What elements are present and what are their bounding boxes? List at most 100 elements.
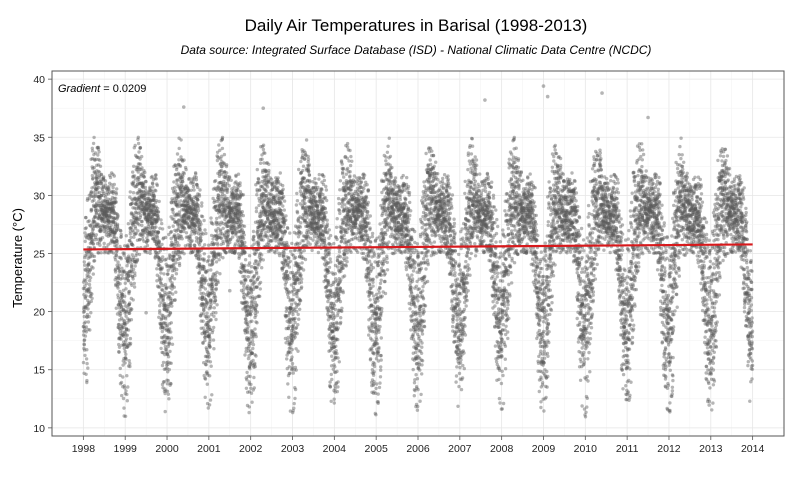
data-point <box>169 321 173 325</box>
data-point <box>85 288 89 292</box>
data-point <box>198 188 202 192</box>
data-point <box>86 287 91 291</box>
data-point <box>82 293 86 297</box>
data-point <box>131 267 136 272</box>
data-point <box>114 253 118 257</box>
data-point <box>93 204 98 208</box>
data-point <box>160 221 164 226</box>
data-point <box>209 216 213 220</box>
data-point <box>323 238 327 243</box>
data-point <box>96 169 101 174</box>
data-point <box>345 260 349 264</box>
data-point <box>194 172 198 176</box>
data-point <box>97 216 102 221</box>
data-point <box>336 196 341 201</box>
data-point <box>126 222 131 226</box>
data-point <box>137 177 141 181</box>
data-point <box>91 233 96 238</box>
data-point <box>91 231 95 236</box>
data-point <box>227 184 231 188</box>
data-point <box>96 194 101 199</box>
data-point <box>328 385 333 389</box>
data-point <box>91 219 96 223</box>
data-point <box>124 287 128 291</box>
data-point <box>289 302 294 306</box>
data-point <box>204 363 208 367</box>
data-point <box>254 209 259 214</box>
data-point <box>124 352 128 356</box>
data-point <box>98 196 102 200</box>
data-point <box>179 155 183 159</box>
data-point <box>217 143 221 147</box>
data-point <box>290 365 295 369</box>
data-point <box>258 280 263 285</box>
data-point <box>130 307 134 311</box>
data-point <box>143 185 148 190</box>
data-point <box>148 251 152 256</box>
data-point <box>136 135 140 139</box>
data-point <box>295 331 299 336</box>
data-point <box>136 229 140 233</box>
data-point <box>308 242 312 246</box>
data-point <box>99 228 103 232</box>
data-point <box>181 180 185 184</box>
data-point <box>99 182 103 186</box>
data-point <box>98 229 102 233</box>
data-points <box>81 84 755 419</box>
data-point <box>102 175 106 179</box>
data-point <box>97 170 102 174</box>
data-point <box>286 226 290 231</box>
data-point <box>344 264 348 268</box>
data-point <box>122 251 126 255</box>
data-point <box>284 270 289 274</box>
data-point <box>213 298 218 302</box>
data-point <box>89 235 94 239</box>
data-point <box>99 216 104 221</box>
data-point <box>99 251 103 255</box>
data-point <box>299 159 303 164</box>
data-point <box>182 171 186 176</box>
data-point <box>255 193 259 197</box>
data-point <box>364 206 368 211</box>
data-point <box>83 326 87 330</box>
data-point <box>324 188 329 192</box>
data-point <box>92 259 96 263</box>
data-point <box>339 230 344 235</box>
data-point <box>130 201 134 206</box>
data-point <box>86 302 90 307</box>
data-point <box>284 218 288 222</box>
data-point <box>95 177 99 181</box>
data-point <box>345 251 349 255</box>
data-point <box>290 347 294 352</box>
data-point <box>206 269 210 273</box>
data-point <box>345 230 349 235</box>
data-point <box>96 215 100 220</box>
data-point <box>345 145 350 149</box>
data-point <box>100 187 105 192</box>
data-point <box>120 266 124 270</box>
data-point <box>168 349 172 354</box>
data-point <box>97 185 101 190</box>
data-point <box>301 268 306 272</box>
data-point <box>91 166 95 171</box>
data-point <box>138 146 143 150</box>
data-point <box>159 271 163 275</box>
data-point <box>335 369 339 374</box>
data-point <box>252 238 256 242</box>
data-point <box>260 157 264 161</box>
data-point <box>83 254 88 258</box>
data-point <box>81 280 86 284</box>
data-point <box>257 263 261 267</box>
data-point <box>92 135 96 140</box>
data-point <box>93 158 97 162</box>
data-point <box>184 231 189 235</box>
data-point <box>125 374 129 378</box>
data-point <box>89 234 93 238</box>
data-point <box>333 315 337 319</box>
data-point <box>161 360 166 365</box>
data-point <box>215 270 219 274</box>
data-point <box>118 282 122 286</box>
data-point <box>87 237 92 241</box>
data-point <box>208 398 213 402</box>
data-point <box>131 277 135 281</box>
